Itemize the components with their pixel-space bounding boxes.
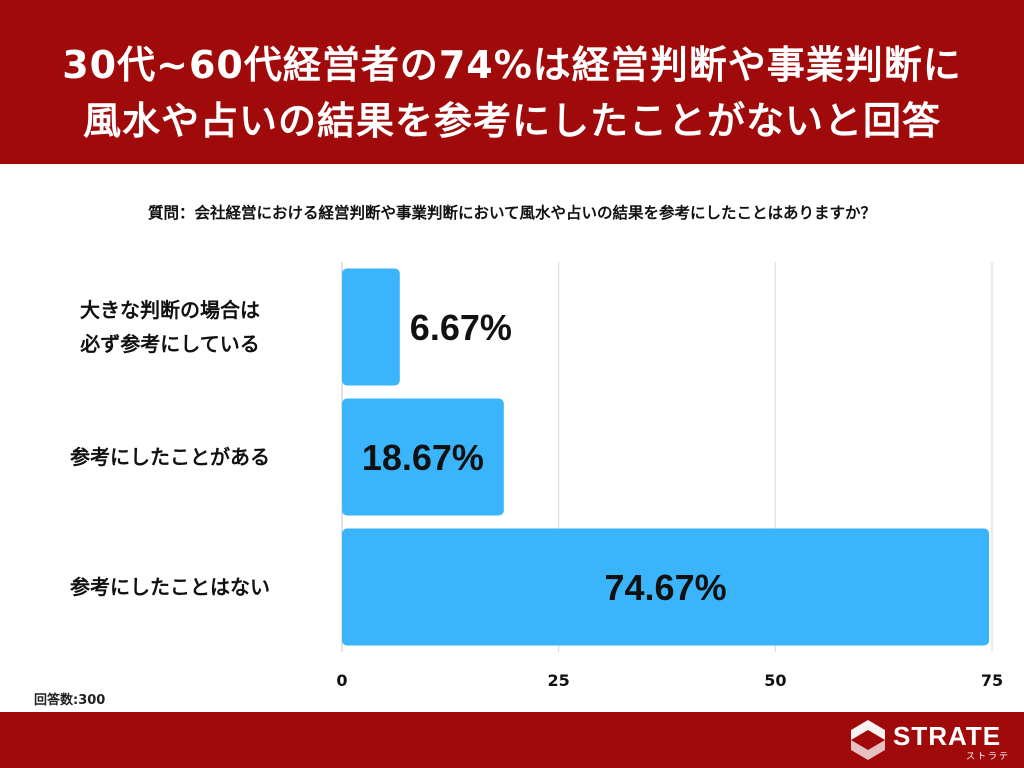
strate-logo-icon [851, 720, 885, 760]
bar-2 [342, 528, 990, 646]
page-title-line-2: 風水や占いの結果を参考にしたことがないと回答 [82, 99, 941, 143]
category-label-1: 参考にしたことがある [20, 440, 320, 474]
category-label-0-line-1: 必ず参考にしている [80, 332, 260, 356]
data-label-2: 74.67% [605, 567, 727, 608]
category-label-2-line-0: 参考にしたことはない [70, 575, 270, 599]
logo-wordmark: STRATE [893, 721, 1002, 751]
footer-banner: STRATE ストラテ [0, 712, 1024, 768]
x-tick-label-1: 25 [548, 671, 570, 690]
category-label-0-line-0: 大きな判断の場合は [80, 298, 260, 322]
header-banner: 30代~60代経営者の74%は経営判断や事業判断に 風水や占いの結果を参考にした… [0, 0, 1024, 164]
x-tick-label-2: 50 [764, 671, 786, 690]
x-tick-label-3: 75 [981, 671, 1003, 690]
data-label-0: 6.67% [410, 307, 512, 348]
data-label-1: 18.67% [362, 437, 484, 478]
bar-1 [342, 398, 504, 516]
category-label-2: 参考にしたことはない [20, 570, 320, 604]
bar-0 [342, 268, 400, 386]
survey-question: 質問：会社経営における経営判断や事業判断において風水や占いの結果を参考にしたこと… [147, 204, 877, 222]
category-label-0: 大きな判断の場合は 必ず参考にしている [20, 293, 320, 361]
logo-subtitle: ストラテ [966, 752, 1011, 762]
response-count: 回答数:300 [34, 693, 106, 708]
page-title-line-1: 30代~60代経営者の74%は経営判断や事業判断に [62, 43, 962, 87]
x-tick-label-0: 0 [336, 671, 347, 690]
category-label-1-line-0: 参考にしたことがある [70, 445, 270, 469]
